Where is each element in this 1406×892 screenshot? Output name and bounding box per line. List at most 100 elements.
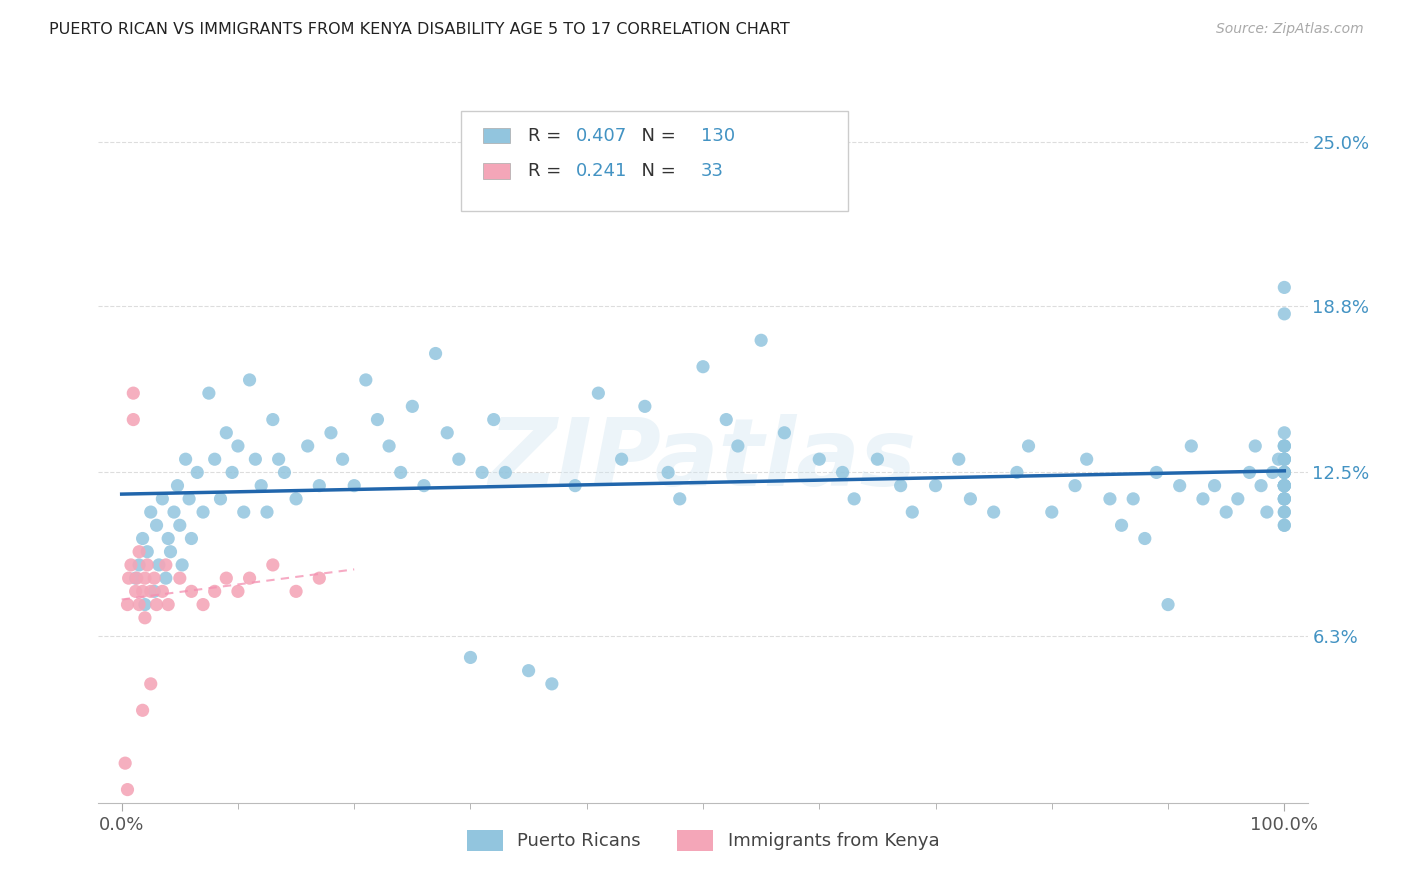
- Point: [948, 452, 970, 467]
- Point: [1272, 466, 1295, 480]
- Point: [1272, 439, 1295, 453]
- Point: [1272, 478, 1295, 492]
- Point: [174, 452, 197, 467]
- Point: [413, 478, 436, 492]
- Point: [1272, 478, 1295, 492]
- Text: 0.241: 0.241: [576, 162, 627, 180]
- Point: [169, 518, 191, 533]
- Point: [773, 425, 796, 440]
- Point: [389, 466, 412, 480]
- Point: [239, 373, 262, 387]
- Point: [1272, 478, 1295, 492]
- Legend: Puerto Ricans, Immigrants from Kenya: Puerto Ricans, Immigrants from Kenya: [460, 822, 946, 858]
- Point: [209, 491, 232, 506]
- Point: [1272, 518, 1295, 533]
- Point: [128, 558, 150, 572]
- Text: R =: R =: [527, 127, 567, 145]
- Point: [226, 439, 249, 453]
- Point: [1272, 452, 1295, 467]
- Point: [118, 571, 141, 585]
- Point: [273, 466, 295, 480]
- Point: [1157, 598, 1180, 612]
- Point: [262, 412, 284, 426]
- Point: [131, 703, 153, 717]
- Point: [1098, 491, 1121, 506]
- Point: [1272, 478, 1295, 492]
- Point: [122, 412, 145, 426]
- Point: [1272, 491, 1295, 506]
- Point: [1272, 491, 1295, 506]
- Point: [716, 412, 738, 426]
- Point: [588, 386, 610, 401]
- Point: [198, 386, 221, 401]
- Point: [215, 571, 238, 585]
- Point: [180, 532, 202, 546]
- Point: [128, 545, 150, 559]
- Point: [657, 466, 679, 480]
- Point: [136, 558, 159, 572]
- Point: [172, 558, 194, 572]
- Point: [139, 505, 162, 519]
- Point: [1272, 505, 1295, 519]
- Point: [267, 452, 290, 467]
- Point: [692, 359, 714, 374]
- Text: ZIPatlas: ZIPatlas: [489, 414, 917, 507]
- Point: [239, 571, 262, 585]
- Point: [1064, 478, 1087, 492]
- Point: [155, 571, 177, 585]
- Point: [128, 598, 150, 612]
- Point: [204, 452, 226, 467]
- Point: [125, 571, 148, 585]
- Text: Source: ZipAtlas.com: Source: ZipAtlas.com: [1216, 22, 1364, 37]
- Point: [1267, 452, 1289, 467]
- Point: [215, 425, 238, 440]
- Point: [159, 545, 181, 559]
- Point: [134, 611, 156, 625]
- Point: [166, 478, 188, 492]
- Point: [179, 491, 201, 506]
- Point: [1005, 466, 1028, 480]
- Point: [143, 571, 166, 585]
- Point: [1272, 478, 1295, 492]
- Point: [1272, 452, 1295, 467]
- Point: [460, 650, 482, 665]
- Point: [890, 478, 912, 492]
- Point: [401, 400, 423, 414]
- Point: [148, 558, 170, 572]
- Point: [494, 466, 516, 480]
- Point: [1256, 505, 1278, 519]
- Point: [749, 333, 772, 347]
- Point: [163, 505, 186, 519]
- Point: [366, 412, 388, 426]
- Point: [117, 598, 139, 612]
- Point: [959, 491, 981, 506]
- Text: N =: N =: [630, 127, 682, 145]
- Bar: [482, 163, 509, 179]
- Point: [1272, 466, 1295, 480]
- Point: [122, 386, 145, 401]
- Point: [124, 571, 146, 585]
- Point: [447, 452, 470, 467]
- Point: [319, 425, 342, 440]
- Point: [1226, 491, 1249, 506]
- Point: [517, 664, 540, 678]
- Point: [145, 518, 167, 533]
- Point: [114, 756, 136, 771]
- Point: [145, 598, 167, 612]
- Point: [1180, 439, 1202, 453]
- Point: [139, 677, 162, 691]
- Point: [1122, 491, 1144, 506]
- Point: [1146, 466, 1168, 480]
- Point: [226, 584, 249, 599]
- Point: [844, 491, 866, 506]
- FancyBboxPatch shape: [461, 111, 848, 211]
- Point: [1272, 478, 1295, 492]
- Point: [668, 491, 690, 506]
- Point: [983, 505, 1005, 519]
- Text: 130: 130: [700, 127, 735, 145]
- Point: [297, 439, 319, 453]
- Point: [354, 373, 377, 387]
- Point: [191, 505, 214, 519]
- Text: R =: R =: [527, 162, 567, 180]
- Point: [1272, 491, 1295, 506]
